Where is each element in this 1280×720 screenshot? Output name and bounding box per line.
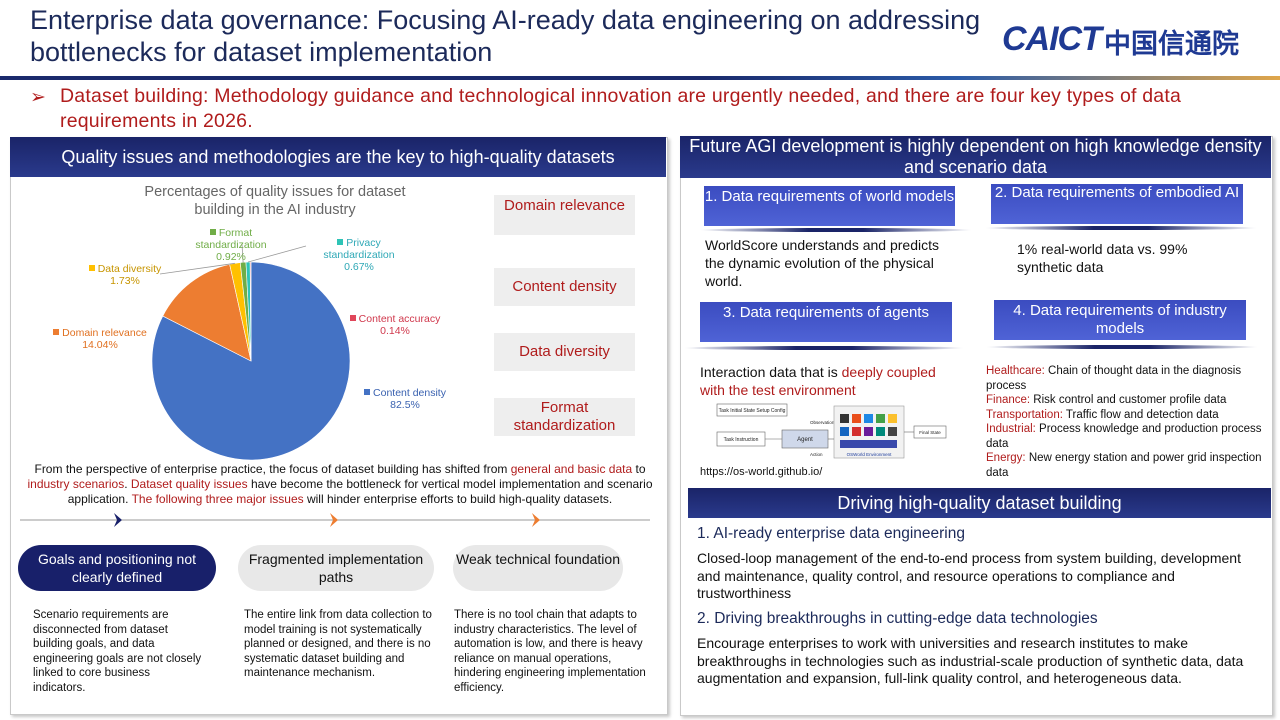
- timeline-chevron-icon-1: [114, 513, 122, 527]
- req-underline-4: [986, 345, 1258, 349]
- issues-timeline: [20, 513, 650, 527]
- os-final-state: Final State: [919, 430, 941, 435]
- pie-slice-content-accuracy: [249, 261, 252, 362]
- category-box-format-standardization: Format standardization: [494, 398, 635, 436]
- driving-text-1: Closed-loop management of the end-to-end…: [697, 550, 1241, 601]
- req-underline-2: [985, 226, 1257, 230]
- os-environment: OSWorld Environment: [847, 452, 892, 457]
- req-box-world-models: 1. Data requirements of world models: [704, 186, 955, 226]
- left-panel-banner: Quality issues and methodologies are the…: [10, 137, 666, 177]
- logo-en-text: CAICT: [1002, 20, 1102, 58]
- pie-leader-line: [241, 243, 244, 263]
- page-title: Enterprise data governance: Focusing AI-…: [30, 5, 981, 67]
- pie-chart: [151, 243, 351, 461]
- req-underline-3: [684, 346, 964, 350]
- req-text-agents: Interaction data that is deeply coupled …: [700, 364, 936, 398]
- caict-logo: CAICT 中国信通院: [1002, 20, 1252, 60]
- issue-pill-fragmented: Fragmented implementation paths: [238, 545, 434, 591]
- os-agent: Agent: [797, 437, 813, 443]
- pie-leader-line: [247, 245, 307, 263]
- issue-text-fragmented: The entire link from data collection to …: [244, 609, 432, 679]
- pie-label-privacy-standardization: Privacy standardization 0.67%: [323, 237, 395, 273]
- category-box-domain-relevance: Domain relevance: [494, 195, 635, 235]
- driving-heading-1: 1. AI-ready enterprise data engineering: [697, 525, 965, 542]
- os-task-setup: Task Initial State Setup Config: [719, 408, 786, 414]
- subheading: Dataset building: Methodology guidance a…: [60, 85, 1181, 132]
- industry-item-healthcare: Healthcare: Chain of thought data in the…: [986, 365, 1242, 392]
- category-box-content-density: Content density: [494, 268, 635, 306]
- os-task-instruction: Task Instruction: [724, 437, 759, 443]
- issue-text-goals: Scenario requirements are disconnected f…: [33, 609, 202, 694]
- driving-text-2: Encourage enterprises to work with unive…: [697, 635, 1244, 686]
- industry-item-energy: Energy: New energy station and power gri…: [986, 452, 1262, 479]
- industry-item-finance: Finance: Risk control and customer profi…: [986, 394, 1227, 406]
- pie-leader-line: [159, 262, 235, 275]
- pie-label-format-standardization: Format standardization 0.92%: [195, 227, 267, 263]
- pie-label-content-density: Content density 82.5%: [350, 387, 460, 411]
- req-box-embodied-ai: 2. Data requirements of embodied AI: [991, 184, 1243, 224]
- issue-text-weak-foundation: There is no tool chain that adapts to in…: [454, 609, 646, 694]
- osworld-url[interactable]: https://os-world.github.io/: [700, 466, 823, 478]
- driving-banner: Driving high-quality dataset building: [688, 488, 1271, 518]
- issue-pill-goals: Goals and positioning not clearly define…: [18, 545, 216, 591]
- category-box-data-diversity: Data diversity: [494, 333, 635, 371]
- pie-label-data-diversity: Data diversity 1.73%: [80, 263, 170, 287]
- req-text-embodied-ai: 1% real-world data vs. 99% synthetic dat…: [1017, 241, 1188, 275]
- industry-list: Healthcare: Chain of thought data in the…: [986, 364, 1266, 480]
- timeline-chevron-icon-3: [532, 513, 540, 527]
- osworld-diagram: Task Initial State Setup Config Task Ins…: [716, 403, 947, 459]
- os-observation: Observation: [810, 420, 835, 425]
- req-box-industry-models: 4. Data requirements of industry models: [994, 300, 1246, 340]
- timeline-chevron-icon-2: [330, 513, 338, 527]
- logo-cn-text: 中国信通院: [1104, 29, 1239, 60]
- chart-title: Percentages of quality issues for datase…: [144, 184, 406, 218]
- pie-label-content-accuracy: Content accuracy 0.14%: [340, 313, 450, 337]
- right-panel: [680, 136, 1273, 716]
- pie-slice-domain-relevance: [162, 263, 252, 362]
- enterprise-practice-paragraph: From the perspective of enterprise pract…: [27, 462, 653, 506]
- arrow-bullet-icon: ➢: [30, 87, 46, 108]
- industry-item-industrial: Industrial: Process knowledge and produc…: [986, 423, 1262, 450]
- pie-label-domain-relevance: Domain relevance 14.04%: [40, 327, 160, 351]
- driving-heading-2: 2. Driving breakthroughs in cutting-edge…: [697, 610, 1098, 627]
- industry-item-transportation: Transportation: Traffic flow and detecti…: [986, 408, 1219, 421]
- req-text-world-models: WorldScore understands and predicts the …: [705, 237, 939, 289]
- os-action: Action: [810, 452, 823, 457]
- header-divider: [0, 76, 1280, 80]
- issue-pill-weak-foundation: Weak technical foundation: [453, 545, 623, 591]
- req-box-agents: 3. Data requirements of agents: [700, 302, 952, 342]
- right-panel-banner: Future AGI development is highly depende…: [680, 136, 1271, 178]
- req-underline-1: [700, 228, 972, 232]
